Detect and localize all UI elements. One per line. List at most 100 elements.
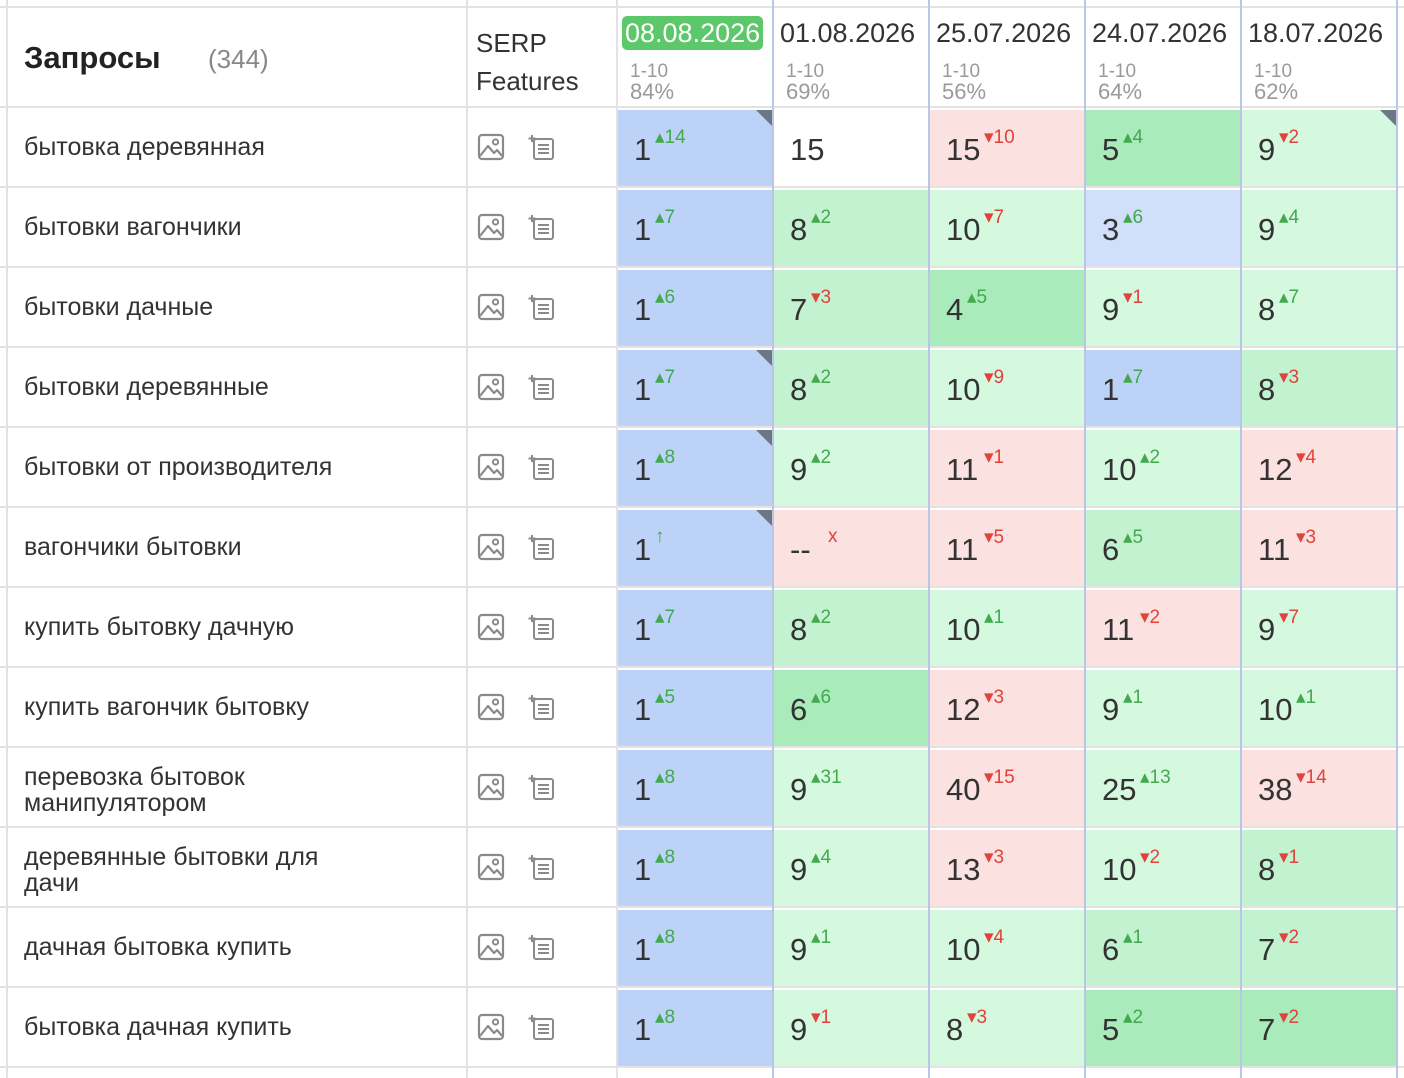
position-cell[interactable]: 40 ▾15 (930, 750, 1084, 828)
keyword-cell[interactable]: деревянные бытовки для дачи (24, 843, 319, 897)
position-cell[interactable]: 4 ▴5 (930, 270, 1084, 348)
position-cell[interactable]: 8 ▾1 (1242, 830, 1396, 908)
note-corner-icon[interactable] (756, 510, 772, 526)
position-cell[interactable]: 1 ▴7 (618, 590, 772, 668)
position-cell[interactable]: 7 ▾2 (1242, 990, 1396, 1068)
featured-snippet-icon[interactable] (526, 132, 556, 162)
position-cell[interactable]: 1 ▴8 (618, 990, 772, 1068)
position-cell[interactable]: 1 ▴7 (618, 350, 772, 428)
image-icon[interactable] (476, 852, 506, 882)
position-cell[interactable]: 38 ▾14 (1242, 750, 1396, 828)
position-cell[interactable]: 3 ▴6 (1086, 190, 1240, 268)
position-cell[interactable]: 1 ↑ (618, 510, 772, 588)
position-cell[interactable]: 1 ▴8 (618, 750, 772, 828)
position-cell[interactable]: 10 ▾7 (930, 190, 1084, 268)
position-cell[interactable]: 11 ▾2 (1086, 590, 1240, 668)
position-cell[interactable]: 9 ▾7 (1242, 590, 1396, 668)
position-cell[interactable]: 15 ▾10 (930, 110, 1084, 188)
position-cell[interactable]: 8 ▴2 (774, 590, 928, 668)
position-cell[interactable]: 10 ▴1 (930, 590, 1084, 668)
position-cell[interactable]: 13 ▾3 (930, 830, 1084, 908)
position-cell[interactable]: 10 ▾4 (930, 910, 1084, 988)
position-cell[interactable]: 11 ▾5 (930, 510, 1084, 588)
keyword-cell[interactable]: бытовки дачные (24, 293, 214, 321)
position-cell[interactable]: 8 ▾3 (930, 990, 1084, 1068)
image-icon[interactable] (476, 452, 506, 482)
position-cell[interactable]: 10 ▾9 (930, 350, 1084, 428)
image-icon[interactable] (476, 772, 506, 802)
featured-snippet-icon[interactable] (526, 852, 556, 882)
position-cell[interactable]: 9 ▾2 (1242, 110, 1396, 188)
date-column-header[interactable]: 25.07.2026 1-10 56% (934, 16, 1084, 103)
keyword-cell[interactable]: бытовка дачная купить (24, 1013, 292, 1041)
image-icon[interactable] (476, 612, 506, 642)
date-column-header[interactable]: 18.07.2026 1-10 62% (1246, 16, 1396, 103)
position-cell[interactable]: 7 ▾2 (1242, 910, 1396, 988)
note-corner-icon[interactable] (1380, 110, 1396, 126)
image-icon[interactable] (476, 212, 506, 242)
position-cell[interactable]: 11 ▾1 (930, 430, 1084, 508)
note-corner-icon[interactable] (756, 110, 772, 126)
image-icon[interactable] (476, 372, 506, 402)
position-cell[interactable]: 1 ▴7 (1086, 350, 1240, 428)
position-cell[interactable]: 8 ▴7 (1242, 270, 1396, 348)
featured-snippet-icon[interactable] (526, 932, 556, 962)
position-cell[interactable]: 15 (774, 110, 928, 188)
position-cell[interactable]: 8 ▾3 (1242, 350, 1396, 428)
position-cell[interactable]: 9 ▴4 (1242, 190, 1396, 268)
keyword-cell[interactable]: купить вагончик бытовку (24, 693, 310, 721)
date-label[interactable]: 25.07.2026 (936, 18, 1072, 48)
date-column-header[interactable]: 08.08.2026 1-10 84% (622, 16, 772, 103)
keyword-cell[interactable]: бытовки деревянные (24, 373, 269, 401)
position-cell[interactable]: 6 ▴6 (774, 670, 928, 748)
position-cell[interactable]: 5 ▴4 (1086, 110, 1240, 188)
position-cell[interactable]: 9 ▴1 (1086, 670, 1240, 748)
position-cell[interactable]: 9 ▾1 (774, 990, 928, 1068)
featured-snippet-icon[interactable] (526, 612, 556, 642)
keyword-cell[interactable]: бытовки вагончики (24, 213, 242, 241)
position-cell[interactable]: 1 ▴5 (618, 670, 772, 748)
featured-snippet-icon[interactable] (526, 292, 556, 322)
position-cell[interactable]: 7 ▾3 (774, 270, 928, 348)
date-label[interactable]: 08.08.2026 (622, 16, 764, 50)
position-cell[interactable]: 1 ▴8 (618, 910, 772, 988)
position-cell[interactable]: 9 ▴31 (774, 750, 928, 828)
date-column-header[interactable]: 24.07.2026 1-10 64% (1090, 16, 1240, 103)
featured-snippet-icon[interactable] (526, 212, 556, 242)
position-cell[interactable]: 1 ▴8 (618, 430, 772, 508)
position-cell[interactable]: 1 ▴6 (618, 270, 772, 348)
position-cell[interactable]: 12 ▾3 (930, 670, 1084, 748)
position-cell[interactable]: -- x (774, 510, 928, 588)
position-cell[interactable]: 8 ▴2 (774, 350, 928, 428)
date-label[interactable]: 01.08.2026 (780, 18, 916, 48)
position-cell[interactable]: 1 ▴7 (618, 190, 772, 268)
position-cell[interactable]: 9 ▴1 (774, 910, 928, 988)
image-icon[interactable] (476, 692, 506, 722)
position-cell[interactable]: 25 ▴13 (1086, 750, 1240, 828)
keyword-cell[interactable]: бытовки от производителя (24, 453, 333, 481)
image-icon[interactable] (476, 532, 506, 562)
keyword-cell[interactable]: перевозка бытовок манипулятором (24, 763, 245, 817)
date-column-header[interactable]: 01.08.2026 1-10 69% (778, 16, 928, 103)
position-cell[interactable]: 10 ▴2 (1086, 430, 1240, 508)
position-cell[interactable]: 6 ▴5 (1086, 510, 1240, 588)
position-cell[interactable]: 1 ▴8 (618, 830, 772, 908)
note-corner-icon[interactable] (756, 430, 772, 446)
image-icon[interactable] (476, 1012, 506, 1042)
keyword-cell[interactable]: вагончики бытовки (24, 533, 242, 561)
position-cell[interactable]: 9 ▴4 (774, 830, 928, 908)
featured-snippet-icon[interactable] (526, 532, 556, 562)
position-cell[interactable]: 12 ▾4 (1242, 430, 1396, 508)
position-cell[interactable]: 5 ▴2 (1086, 990, 1240, 1068)
note-corner-icon[interactable] (756, 350, 772, 366)
keyword-cell[interactable]: купить бытовку дачную (24, 613, 294, 641)
position-cell[interactable]: 11 ▾3 (1242, 510, 1396, 588)
position-cell[interactable]: 9 ▴2 (774, 430, 928, 508)
date-label[interactable]: 24.07.2026 (1092, 18, 1228, 48)
position-cell[interactable]: 10 ▾2 (1086, 830, 1240, 908)
position-cell[interactable]: 6 ▴1 (1086, 910, 1240, 988)
date-label[interactable]: 18.07.2026 (1248, 18, 1384, 48)
position-cell[interactable]: 10 ▴1 (1242, 670, 1396, 748)
image-icon[interactable] (476, 292, 506, 322)
position-cell[interactable]: 8 ▴2 (774, 190, 928, 268)
